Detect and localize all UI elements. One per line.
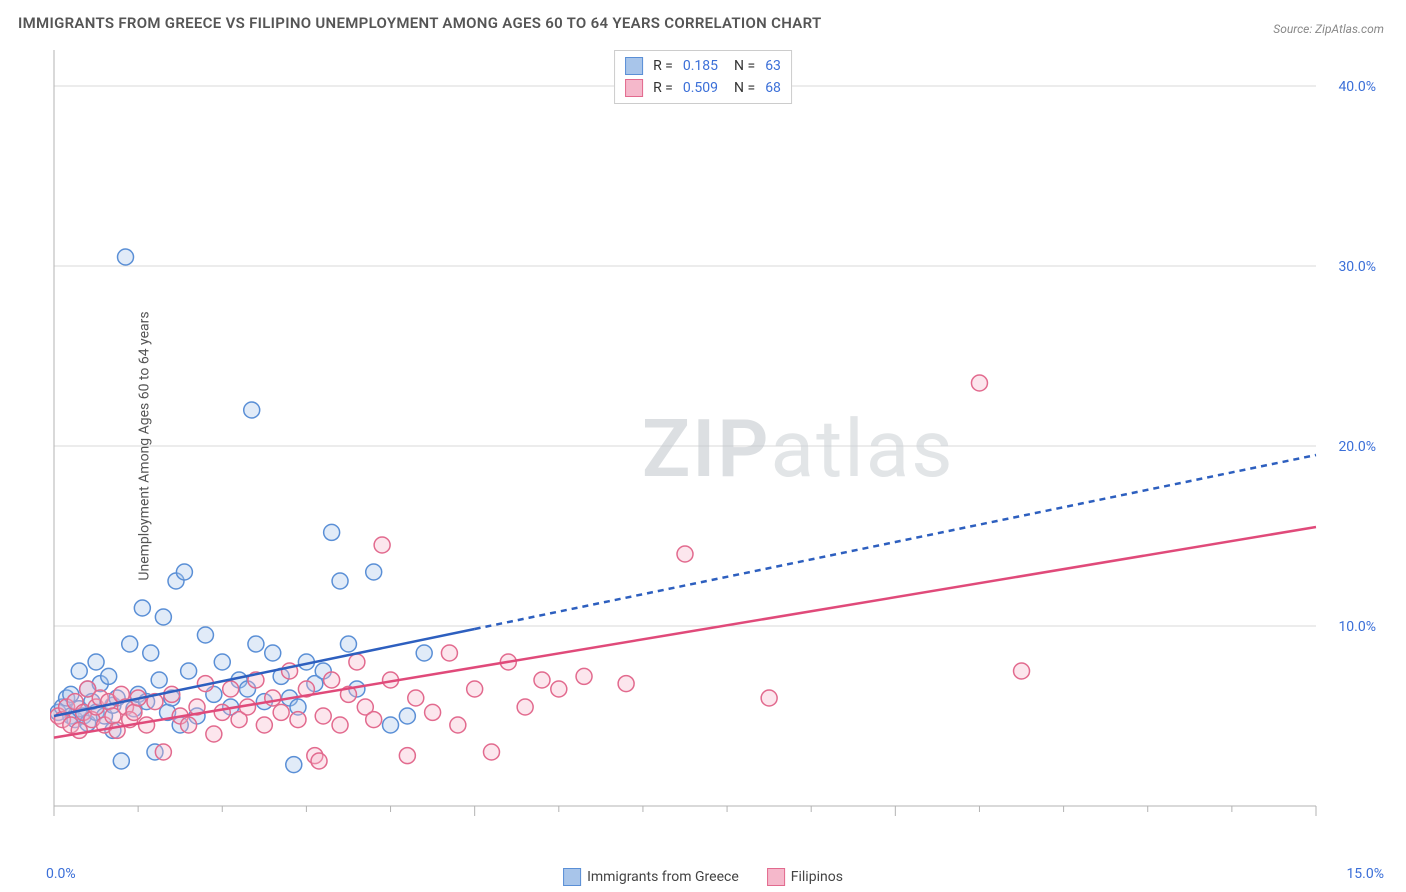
swatch-icon [563,868,581,886]
scatter-plot: 10.0% 20.0% 30.0% 40.0% [50,46,1386,852]
swatch-icon [625,57,643,75]
svg-text:10.0%: 10.0% [1338,619,1376,635]
svg-text:30.0%: 30.0% [1338,259,1376,275]
x-axis-max-label: 15.0% [1346,866,1384,882]
legend-row: R =0.509N =68 [625,77,781,99]
correlation-legend: R =0.185N =63R =0.509N =68 [614,50,792,104]
swatch-icon [625,79,643,97]
chart-area: ZIPatlas 10.0%20.0%30.0%40.0% [50,46,1386,852]
swatch-icon [767,868,785,886]
chart-title: IMMIGRANTS FROM GREECE VS FILIPINO UNEMP… [18,14,821,32]
legend-row: R =0.185N =63 [625,55,781,77]
legend-item: Filipinos [767,868,843,886]
source-attribution: Source: ZipAtlas.com [1273,22,1384,36]
series-legend: Immigrants from Greece Filipinos [563,868,843,886]
legend-item: Immigrants from Greece [563,868,739,886]
x-axis-min-label: 0.0% [46,866,76,882]
svg-text:40.0%: 40.0% [1338,79,1376,95]
svg-text:20.0%: 20.0% [1338,439,1376,455]
